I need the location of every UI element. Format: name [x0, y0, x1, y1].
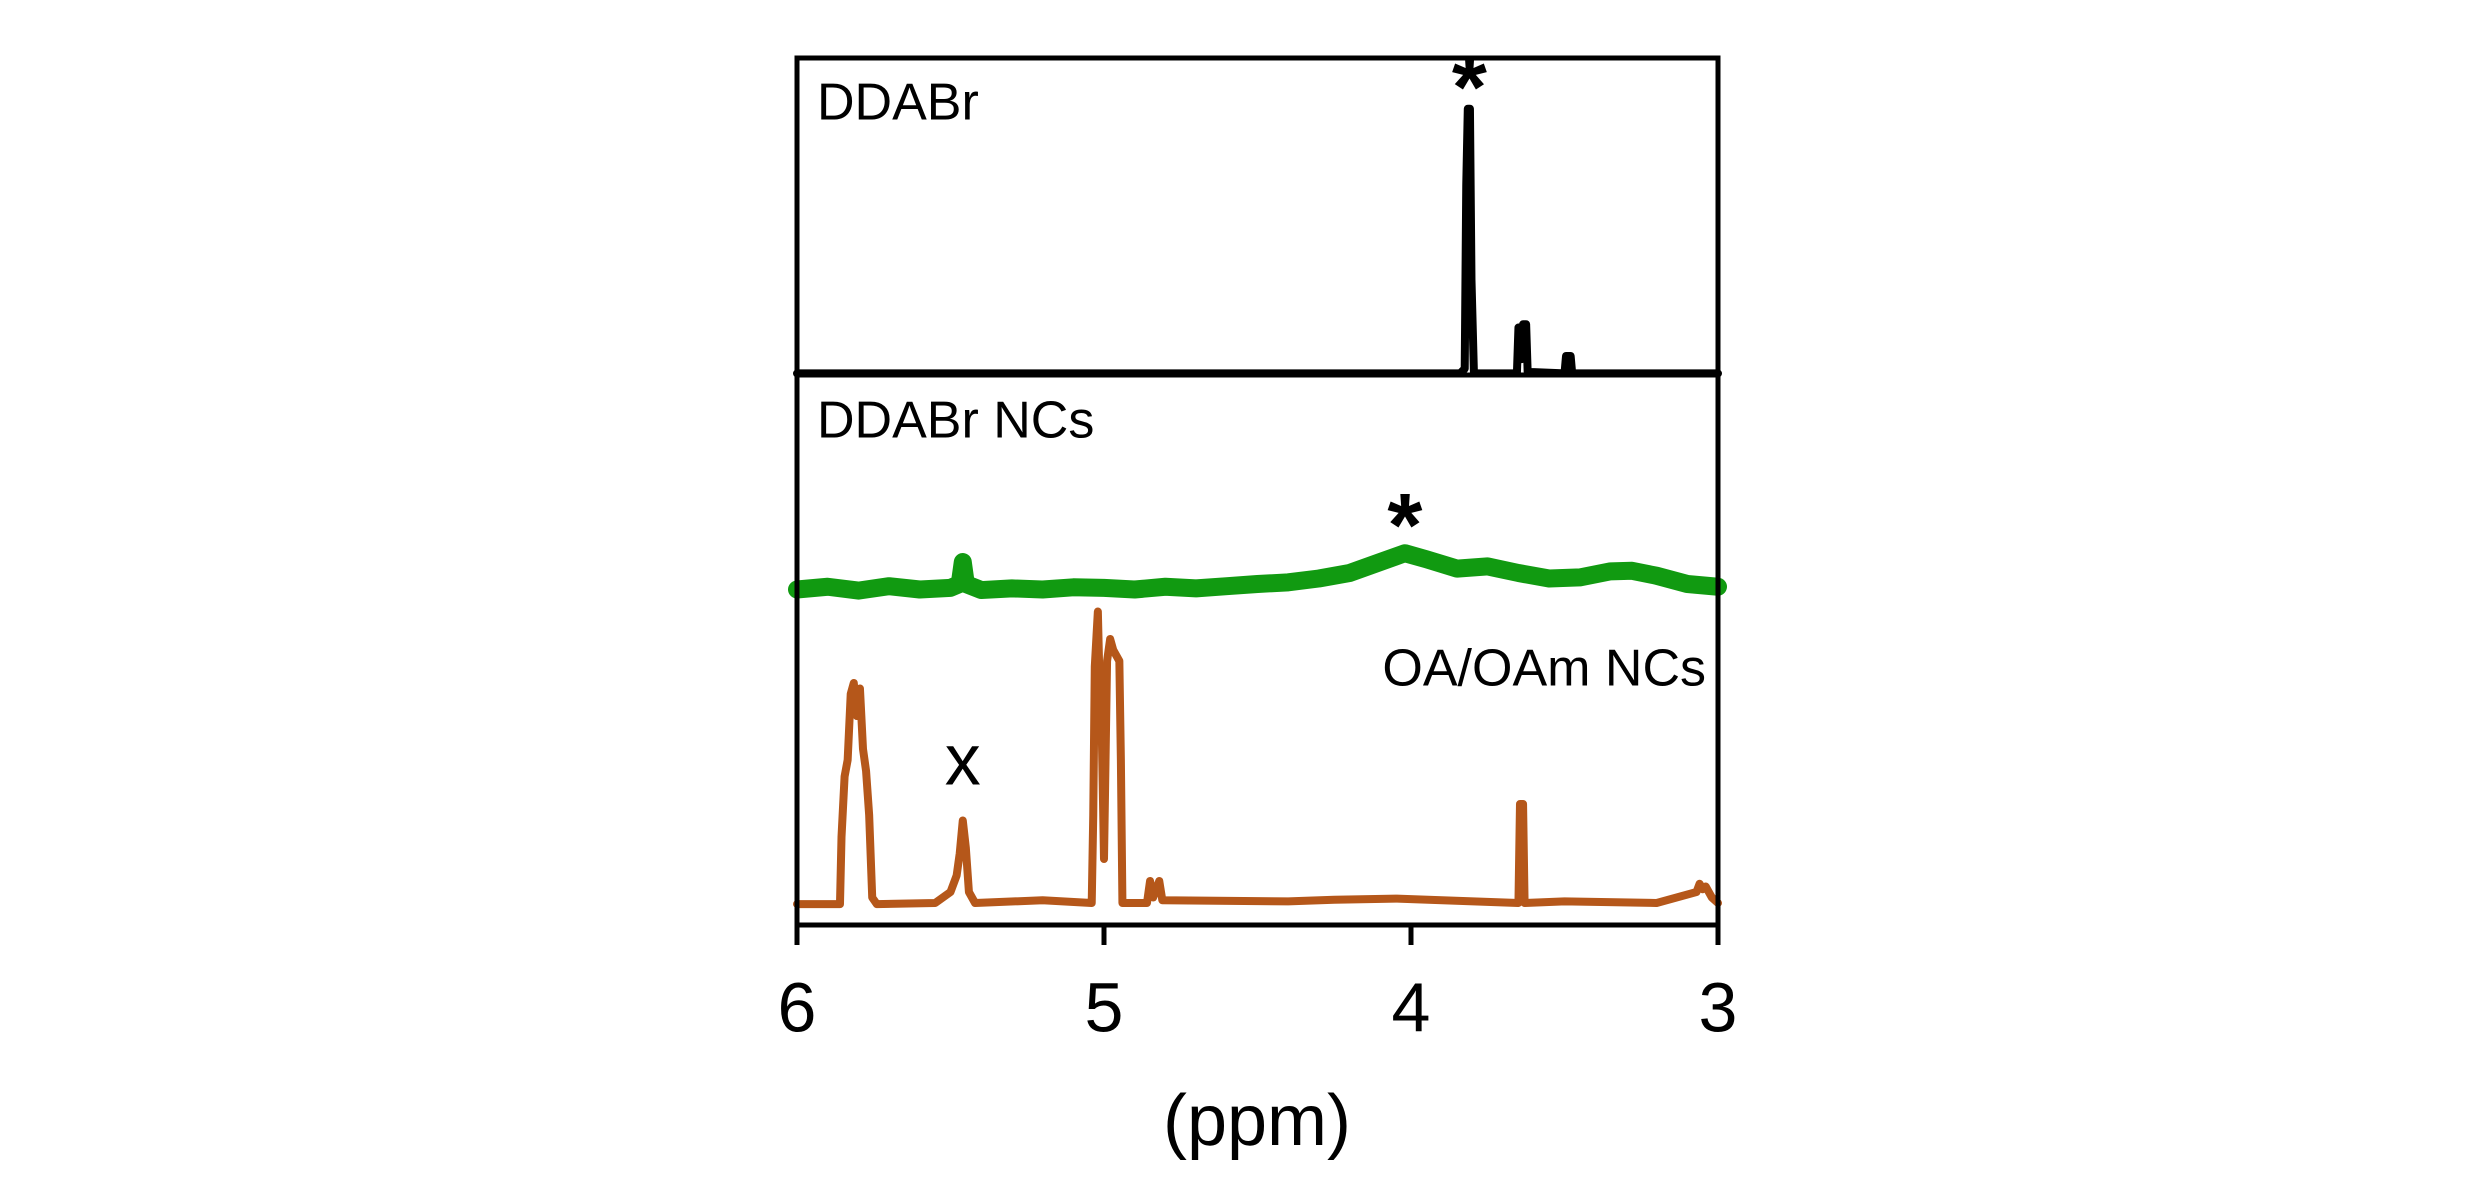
series-label: OA/OAm NCs [1382, 640, 1706, 698]
spectrum-line [793, 607, 1722, 909]
x-axis-label: (ppm) [1163, 1081, 1351, 1161]
x-tick-label: 6 [778, 968, 817, 1046]
peak-annotation: * [1387, 476, 1422, 576]
peak-annotation: * [1452, 38, 1487, 138]
frame [794, 55, 1721, 928]
peak-annotation: x [945, 721, 981, 801]
x-tick-label: 3 [1699, 968, 1738, 1046]
series-label: DDABr NCs [817, 392, 1094, 450]
x-tick-label: 4 [1392, 968, 1431, 1046]
plot-area: DDABr * DDABr NCs OA/OAm NCs * x 6 5 4 3 [778, 38, 1738, 1047]
x-tick-label: 5 [1085, 968, 1124, 1046]
spectrum-line [788, 544, 1727, 600]
spectrum-line [793, 104, 1722, 378]
series-label: DDABr [817, 74, 979, 132]
